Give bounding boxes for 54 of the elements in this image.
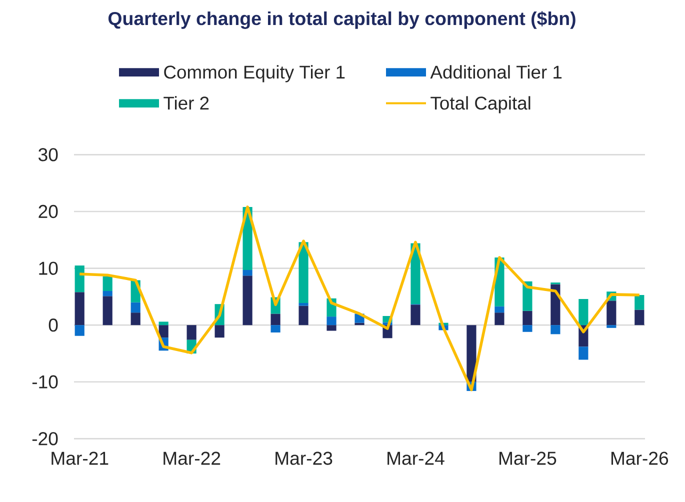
bar [186,325,196,340]
bar [354,322,364,326]
bar [158,325,168,338]
chart-title: Quarterly change in total capital by component ($bn) [108,11,576,29]
bar [634,294,644,310]
bar [102,296,112,326]
bar [550,325,560,334]
y-tick-label: 0 [48,318,58,332]
bar [74,265,84,292]
bar [214,325,224,338]
bar [466,325,476,382]
bar [410,304,420,326]
bar [242,276,252,326]
bar [298,306,308,326]
bar [326,316,336,326]
legend-label: Total Capital [430,96,530,114]
bar [298,302,308,306]
bar [102,276,112,292]
x-tick-label: Mar-24 [388,452,444,465]
bar [130,312,140,326]
bar [158,322,168,326]
x-tick-label: Mar-26 [611,452,668,465]
line-series [78,206,641,392]
bar [578,346,588,360]
bar [578,298,588,326]
legend-label: Tier 2 [164,96,209,110]
bar [606,300,616,326]
bar [298,242,308,303]
bar [270,314,280,326]
bar [494,312,504,326]
x-tick-label: Mar-22 [164,452,220,465]
legend-label: Common Equity Tier 1 [164,65,345,82]
bar [522,325,532,332]
bar [326,325,336,331]
bar [130,302,140,313]
y-tick-label: -10 [32,375,58,388]
bar [270,325,280,332]
y-tick-label: 20 [38,204,58,218]
bar [550,284,560,326]
x-tick-label: Mar-23 [276,452,332,465]
y-tick-label: 10 [39,262,58,275]
bar [74,292,84,326]
bar [606,325,616,328]
y-tick-label: 30 [38,148,58,162]
bar [634,310,644,326]
bar [522,310,532,326]
x-tick-label: Mar-25 [500,452,556,465]
legend-label: Additional Tier 1 [430,65,562,79]
bar [74,325,84,336]
bar [242,270,252,276]
x-tick-label: Mar-21 [52,452,108,465]
bar [494,306,504,313]
y-tick-label: -20 [32,432,58,446]
bar [102,291,112,296]
